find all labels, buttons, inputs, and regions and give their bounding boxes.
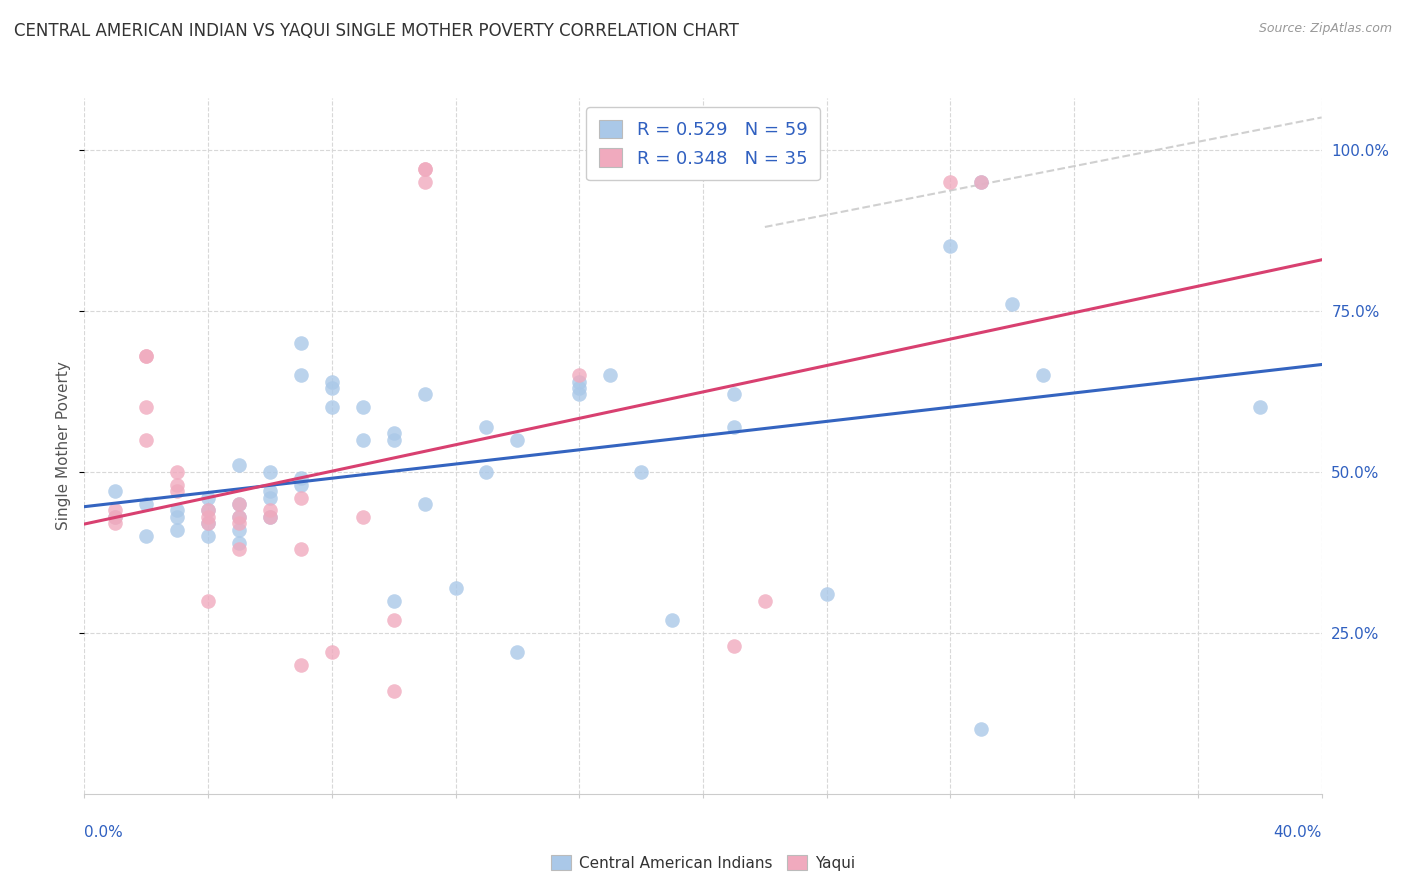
Point: [135, 497, 157, 511]
Point: [197, 503, 219, 517]
Point: [568, 387, 591, 401]
Point: [1032, 368, 1054, 383]
Point: [197, 509, 219, 524]
Point: [413, 161, 436, 176]
Point: [413, 497, 436, 511]
Point: [166, 503, 188, 517]
Point: [228, 509, 250, 524]
Point: [104, 509, 127, 524]
Point: [1249, 401, 1271, 415]
Point: [413, 387, 436, 401]
Point: [259, 503, 281, 517]
Point: [815, 587, 838, 601]
Point: [413, 175, 436, 189]
Point: [723, 387, 745, 401]
Point: [228, 497, 250, 511]
Point: [104, 509, 127, 524]
Point: [228, 458, 250, 473]
Point: [259, 465, 281, 479]
Point: [723, 639, 745, 653]
Point: [197, 516, 219, 531]
Point: [661, 613, 683, 627]
Point: [290, 542, 312, 557]
Point: [166, 484, 188, 499]
Point: [228, 542, 250, 557]
Point: [228, 523, 250, 537]
Point: [568, 368, 591, 383]
Point: [382, 683, 405, 698]
Point: [506, 645, 529, 659]
Point: [970, 175, 993, 189]
Legend: Central American Indians, Yaqui: Central American Indians, Yaqui: [546, 849, 860, 877]
Point: [290, 335, 312, 350]
Point: [444, 581, 467, 595]
Point: [321, 401, 343, 415]
Point: [135, 401, 157, 415]
Point: [970, 175, 993, 189]
Point: [382, 426, 405, 441]
Point: [197, 593, 219, 607]
Point: [104, 503, 127, 517]
Text: 40.0%: 40.0%: [1274, 825, 1322, 840]
Point: [135, 349, 157, 363]
Point: [1001, 297, 1024, 311]
Point: [970, 723, 993, 737]
Point: [290, 471, 312, 485]
Point: [259, 484, 281, 499]
Point: [166, 477, 188, 491]
Point: [723, 419, 745, 434]
Point: [197, 491, 219, 505]
Point: [382, 593, 405, 607]
Point: [475, 465, 498, 479]
Point: [413, 161, 436, 176]
Point: [754, 593, 776, 607]
Point: [135, 433, 157, 447]
Point: [321, 381, 343, 395]
Point: [290, 658, 312, 673]
Point: [506, 433, 529, 447]
Point: [135, 529, 157, 543]
Point: [321, 645, 343, 659]
Point: [228, 535, 250, 549]
Point: [166, 523, 188, 537]
Point: [290, 477, 312, 491]
Point: [228, 497, 250, 511]
Point: [352, 401, 374, 415]
Point: [197, 503, 219, 517]
Point: [475, 419, 498, 434]
Point: [939, 175, 962, 189]
Point: [599, 368, 621, 383]
Point: [197, 516, 219, 531]
Point: [259, 509, 281, 524]
Point: [630, 465, 652, 479]
Point: [568, 375, 591, 389]
Point: [939, 239, 962, 253]
Point: [104, 484, 127, 499]
Point: [290, 368, 312, 383]
Point: [104, 516, 127, 531]
Point: [228, 516, 250, 531]
Point: [259, 509, 281, 524]
Y-axis label: Single Mother Poverty: Single Mother Poverty: [56, 361, 72, 531]
Point: [321, 375, 343, 389]
Point: [166, 465, 188, 479]
Text: 0.0%: 0.0%: [84, 825, 124, 840]
Point: [382, 433, 405, 447]
Point: [135, 349, 157, 363]
Point: [568, 381, 591, 395]
Point: [352, 433, 374, 447]
Point: [197, 529, 219, 543]
Text: CENTRAL AMERICAN INDIAN VS YAQUI SINGLE MOTHER POVERTY CORRELATION CHART: CENTRAL AMERICAN INDIAN VS YAQUI SINGLE …: [14, 22, 740, 40]
Point: [352, 509, 374, 524]
Point: [290, 491, 312, 505]
Point: [228, 509, 250, 524]
Point: [166, 509, 188, 524]
Point: [259, 491, 281, 505]
Point: [382, 613, 405, 627]
Text: Source: ZipAtlas.com: Source: ZipAtlas.com: [1258, 22, 1392, 36]
